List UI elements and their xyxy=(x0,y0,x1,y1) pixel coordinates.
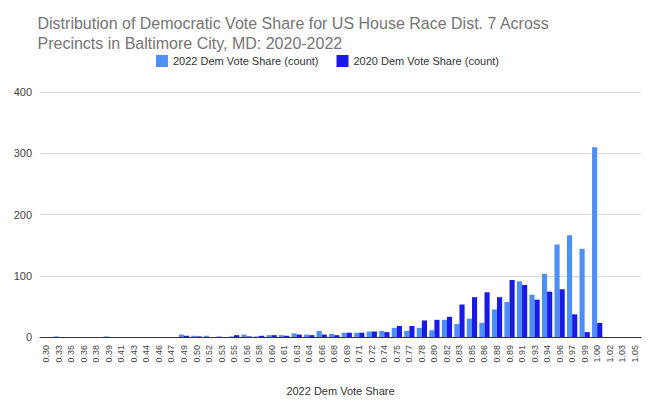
svg-text:0.43: 0.43 xyxy=(129,345,139,363)
svg-text:1.03: 1.03 xyxy=(617,345,627,363)
svg-text:0.94: 0.94 xyxy=(542,345,552,363)
svg-text:0.86: 0.86 xyxy=(479,345,489,363)
svg-text:1.02: 1.02 xyxy=(605,345,615,363)
svg-text:Distribution of Democratic Vot: Distribution of Democratic Vote Share fo… xyxy=(38,15,554,32)
svg-text:1.00: 1.00 xyxy=(592,345,602,363)
svg-text:0.56: 0.56 xyxy=(242,345,252,363)
svg-text:2022 Dem Vote Share: 2022 Dem Vote Share xyxy=(286,385,394,397)
svg-text:0.91: 0.91 xyxy=(517,345,527,363)
svg-text:0.60: 0.60 xyxy=(267,345,277,363)
svg-text:0.93: 0.93 xyxy=(530,345,540,363)
svg-text:0.68: 0.68 xyxy=(329,345,339,363)
svg-text:0.75: 0.75 xyxy=(392,345,402,363)
svg-text:0.77: 0.77 xyxy=(404,345,414,363)
svg-text:0.49: 0.49 xyxy=(179,345,189,363)
svg-text:0.85: 0.85 xyxy=(467,345,477,363)
svg-text:0.78: 0.78 xyxy=(417,345,427,363)
svg-text:0.97: 0.97 xyxy=(567,345,577,363)
svg-text:0.83: 0.83 xyxy=(454,345,464,363)
svg-text:0.30: 0.30 xyxy=(41,345,51,363)
svg-text:0.46: 0.46 xyxy=(154,345,164,363)
svg-text:0.96: 0.96 xyxy=(555,345,565,363)
svg-text:0.99: 0.99 xyxy=(580,345,590,363)
svg-text:0.64: 0.64 xyxy=(304,345,314,363)
svg-text:400: 400 xyxy=(14,86,32,98)
svg-text:0.36: 0.36 xyxy=(79,345,89,363)
svg-text:1.05: 1.05 xyxy=(630,345,640,363)
svg-text:300: 300 xyxy=(14,147,32,159)
svg-text:0.44: 0.44 xyxy=(141,345,151,363)
svg-text:0.80: 0.80 xyxy=(429,345,439,363)
svg-text:0: 0 xyxy=(26,331,32,343)
svg-text:0.55: 0.55 xyxy=(229,345,239,363)
svg-text:0.61: 0.61 xyxy=(279,345,289,363)
svg-text:0.58: 0.58 xyxy=(254,345,264,363)
svg-text:0.88: 0.88 xyxy=(492,345,502,363)
svg-text:0.38: 0.38 xyxy=(91,345,101,363)
svg-text:0.35: 0.35 xyxy=(66,345,76,363)
svg-text:100: 100 xyxy=(14,270,32,282)
svg-text:0.69: 0.69 xyxy=(342,345,352,363)
svg-text:0.50: 0.50 xyxy=(192,345,202,363)
svg-text:2022 Dem Vote Share (count): 2022 Dem Vote Share (count) xyxy=(173,55,319,67)
svg-text:0.82: 0.82 xyxy=(442,345,452,363)
svg-text:200: 200 xyxy=(14,209,32,221)
svg-text:0.52: 0.52 xyxy=(204,345,214,363)
svg-text:0.41: 0.41 xyxy=(116,345,126,363)
svg-text:Precincts in Baltimore City, M: Precincts in Baltimore City, MD: 2020-20… xyxy=(38,35,343,52)
svg-text:2020 Dem Vote Share (count): 2020 Dem Vote Share (count) xyxy=(354,55,500,67)
svg-text:0.33: 0.33 xyxy=(54,345,64,363)
svg-text:0.39: 0.39 xyxy=(104,345,114,363)
svg-text:0.89: 0.89 xyxy=(505,345,515,363)
svg-text:0.72: 0.72 xyxy=(367,345,377,363)
svg-text:0.47: 0.47 xyxy=(166,345,176,363)
svg-text:0.74: 0.74 xyxy=(379,345,389,363)
svg-text:0.66: 0.66 xyxy=(317,345,327,363)
svg-text:0.71: 0.71 xyxy=(354,345,364,363)
svg-text:0.53: 0.53 xyxy=(217,345,227,363)
svg-text:0.63: 0.63 xyxy=(292,345,302,363)
